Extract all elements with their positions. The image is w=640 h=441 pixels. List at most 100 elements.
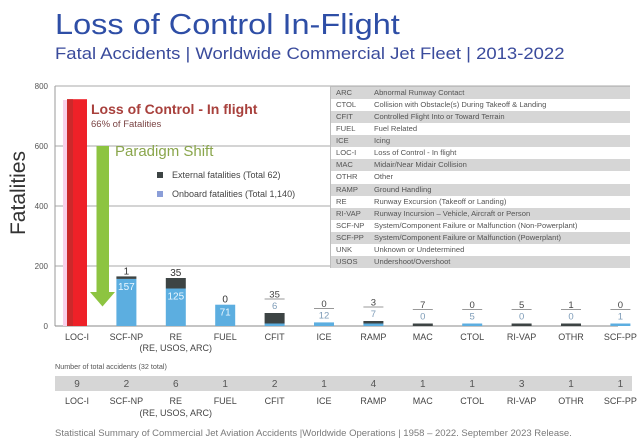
legend-item-onboard: Onboard fatalities (Total 1,140) <box>157 189 295 199</box>
x-category-label: SCF-PP <box>604 332 637 342</box>
y-tick-label: 600 <box>35 142 49 151</box>
accident-category-label: RE <box>170 396 183 406</box>
label-layer: LOC-I9LOC-I1157SCF-NP2SCF-NP35125RE(RE, … <box>55 266 637 418</box>
accident-category-label: CFIT <box>265 396 285 406</box>
x-category-label: SCF-NP <box>110 332 144 342</box>
glossary-code: ICE <box>336 136 349 146</box>
glossary-code: ARC <box>336 88 353 97</box>
glossary-code: USOS <box>336 256 358 266</box>
external-value-label: 35 <box>170 268 182 279</box>
accident-count: 1 <box>618 379 624 390</box>
page-subtitle: Fatal Accidents | Worldwide Commercial J… <box>55 45 565 63</box>
glossary-row: ICE Icing <box>331 135 630 148</box>
bar-external-ramp <box>363 321 384 324</box>
accident-count: 9 <box>74 379 80 390</box>
glossary-code: RAMP <box>336 184 358 194</box>
glossary-description: Undershoot/Overshoot <box>374 256 451 266</box>
glossary-row: OTHR Other <box>331 171 630 183</box>
accident-category-label: ICE <box>316 396 331 406</box>
paradigm-shift-arrow <box>90 146 115 307</box>
bar-onboard-ctol <box>462 323 483 326</box>
paradigm-shift-label: Paradigm Shift <box>115 143 214 160</box>
glossary-description: System/Component Failure or Malfunction … <box>374 232 561 242</box>
onboard-value-label: 1 <box>618 312 623 323</box>
glossary-description: Controlled Flight Into or Toward Terrain <box>374 112 505 122</box>
glossary-description: Fuel Related <box>374 124 418 134</box>
x-category-label: LOC-I <box>65 332 89 342</box>
glossary-code: OTHR <box>336 172 358 182</box>
accident-count: 1 <box>321 379 327 390</box>
accident-count: 1 <box>568 379 574 390</box>
bar-external-mac <box>412 323 433 326</box>
glossary-row: RAMP Ground Handling <box>331 183 630 196</box>
glossary-row: LOC-I Loss of Control - In flight <box>331 147 630 159</box>
y-tick-label: 0 <box>44 322 49 331</box>
onboard-value-label: 0 <box>568 312 573 323</box>
glossary-row: CTOL Collision with Obstacle(s) During Ta… <box>331 99 630 111</box>
y-tick-label: 200 <box>35 262 49 271</box>
glossary-row: SCF-NP System/Component Failure or Malfun… <box>331 220 630 232</box>
accident-category-sublabel: (RE, USOS, ARC) <box>140 408 213 418</box>
legend-swatch-external-icon <box>157 172 163 178</box>
accident-count: 2 <box>124 379 130 390</box>
onboard-value-label: 0 <box>420 312 425 323</box>
glossary-code: CTOL <box>336 100 357 110</box>
glossary-description: Other <box>374 172 393 182</box>
accident-count: 4 <box>371 379 377 390</box>
external-value-label: 35 <box>269 290 280 301</box>
glossary-description: Runway Incursion – Vehicle, Aircraft or … <box>374 208 531 218</box>
glossary-description: System/Component Failure or Malfunction … <box>374 220 578 230</box>
glossary-code: FUEL <box>336 124 356 134</box>
external-value-label: 0 <box>321 299 326 310</box>
accident-category-label: CTOL <box>460 396 484 406</box>
external-value-label: 5 <box>519 300 524 311</box>
loc-i-glow <box>63 100 68 326</box>
accident-category-label: MAC <box>413 396 434 406</box>
legend-swatch-onboard-icon <box>157 191 163 197</box>
arrow-shaft <box>96 146 109 292</box>
external-value-label: 7 <box>420 300 425 311</box>
glossary-row: FUEL Fuel Related <box>331 123 630 135</box>
bar-external-scf-np <box>116 276 137 279</box>
glossary-code: RE <box>336 196 347 206</box>
external-value-label: 0 <box>618 300 623 311</box>
glossary-row: USOS Undershoot/Overshoot <box>331 255 630 268</box>
bar-onboard-scf-pp <box>610 323 631 326</box>
bar-onboard-ice <box>314 322 334 326</box>
accidents-table-title: Number of total accidents (32 total) <box>55 362 167 371</box>
glossary-row: RI-VAP Runway Incursion – Vehicle, Aircra… <box>331 207 630 220</box>
highlight-sublabel: 66% of Fatalities <box>91 119 162 130</box>
onboard-value-label: 157 <box>118 282 135 293</box>
accident-count: 1 <box>222 379 228 390</box>
accident-category-label: OTHR <box>558 396 584 406</box>
glossary-row: MAC Midair/Near Midair Collision <box>331 159 630 172</box>
onboard-value-label: 0 <box>519 312 524 323</box>
glossary-code: SCF-NP <box>336 220 365 230</box>
external-value-label: 0 <box>470 300 475 311</box>
glossary-row: RE Runway Excursion (Takeoff or Landing) <box>331 196 630 208</box>
accident-count: 1 <box>469 379 475 390</box>
abbreviation-glossary-table: ARC Abnormal Runway Contact CTOL Collision … <box>330 86 630 268</box>
x-category-label: CTOL <box>460 332 484 342</box>
glossary-description: Midair/Near Midair Collision <box>374 160 467 170</box>
onboard-value-label: 125 <box>167 292 184 303</box>
bar-onboard-re <box>165 288 186 326</box>
bar-external-othr <box>561 323 581 326</box>
glossary-code: MAC <box>336 160 353 170</box>
accidents-row-background <box>55 376 632 391</box>
external-value-label: 1 <box>124 266 130 277</box>
glossary-code: CFIT <box>336 112 353 122</box>
accident-category-label: SCF-PP <box>604 396 637 406</box>
x-category-label: OTHR <box>558 332 584 342</box>
accident-category-label: LOC-I <box>65 396 89 406</box>
x-category-label: RAMP <box>360 332 386 342</box>
page-title: Loss of Control In-Flight <box>55 9 400 41</box>
external-value-label: 3 <box>371 298 376 309</box>
accident-category-label: RI-VAP <box>507 396 536 406</box>
glossary-row: CFIT Controlled Flight Into or Toward Ter… <box>331 111 630 124</box>
x-category-sublabel: (RE, USOS, ARC) <box>140 343 213 353</box>
accident-category-label: FUEL <box>214 396 237 406</box>
glossary-row: SCF-PP System/Component Failure or Malfun… <box>331 231 630 244</box>
glossary-description: Runway Excursion (Takeoff or Landing) <box>374 196 507 206</box>
